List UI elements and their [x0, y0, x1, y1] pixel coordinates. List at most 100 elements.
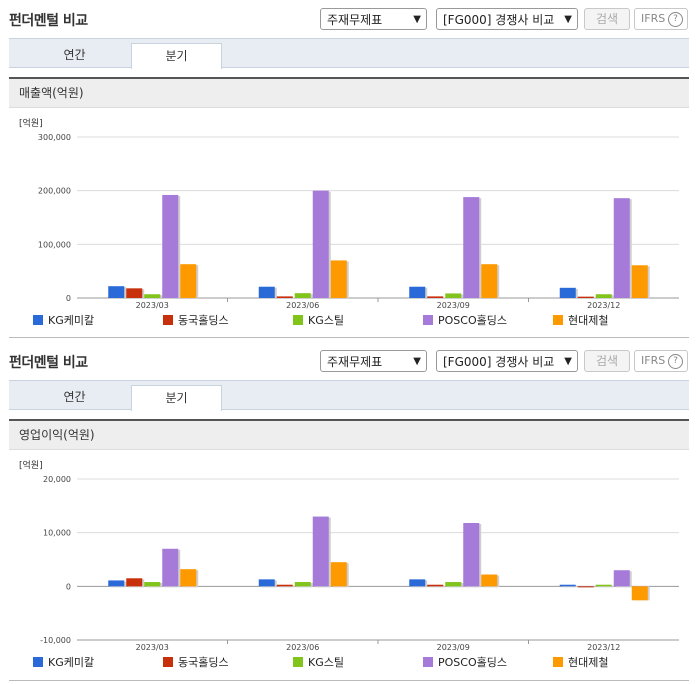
- y-tick-label: 200,000: [38, 187, 71, 196]
- section-title: 펀더멘털 비교: [9, 13, 88, 29]
- chart-title: 영업이익(억원): [9, 421, 689, 450]
- period-tabs: 연간 분기: [9, 38, 689, 69]
- bar-series-3-2023/03: [162, 548, 179, 587]
- y-tick-label: -10,000: [40, 636, 71, 645]
- comparison-group-value: [FG000] 경쟁사 비교: [443, 13, 555, 27]
- bar-shadow: [278, 585, 295, 588]
- bar-series-4-2023/09: [481, 264, 498, 298]
- legend-item[interactable]: KG케미칼: [33, 655, 94, 671]
- statement-type-select[interactable]: 주재무제표 ▼: [320, 8, 427, 30]
- bar-shadow: [278, 297, 295, 299]
- legend-swatch: [553, 657, 563, 667]
- bar-series-4-2023/03: [180, 264, 197, 298]
- help-icon[interactable]: ?: [668, 12, 683, 27]
- comparison-group-value: [FG000] 경쟁사 비교: [443, 355, 555, 369]
- legend-label: KG스틸: [308, 656, 344, 669]
- bar-series-3-2023/03: [162, 194, 179, 298]
- legend-label: 동국홀딩스: [178, 314, 229, 327]
- help-icon[interactable]: ?: [668, 354, 683, 369]
- section-header: 펀더멘털 비교 주재무제표 ▼ [FG000] 경쟁사 비교 ▼ 검색 IFRS…: [0, 342, 696, 374]
- bar-series-1-2023/06: [276, 296, 293, 298]
- bar-shadow: [429, 585, 446, 588]
- y-unit-label: [억원]: [19, 459, 43, 471]
- bar-series-3-2023/09: [463, 197, 480, 298]
- legend-label: POSCO홀딩스: [438, 314, 507, 327]
- chevron-down-icon: ▼: [413, 356, 421, 367]
- x-tick-label: 2023/09: [437, 301, 470, 309]
- legend-swatch: [553, 315, 563, 325]
- operating-income-bar-chart: [억원] -10,000 0 10,000 20,000 2023/03 2023/06 20…: [19, 459, 679, 651]
- bar-series-3-2023/09: [463, 523, 480, 587]
- bar-series-2-2023/03: [144, 582, 161, 587]
- bar-series-3-2023/06: [312, 516, 329, 587]
- bar-series-4-2023/06: [330, 260, 347, 298]
- ifrs-button[interactable]: IFRS ?: [634, 350, 688, 372]
- legend-swatch: [33, 315, 43, 325]
- legend-item[interactable]: 현대제철: [553, 655, 608, 671]
- y-unit-label: [억원]: [19, 117, 43, 129]
- legend-label: KG스틸: [308, 314, 344, 327]
- comparison-group-select[interactable]: [FG000] 경쟁사 비교 ▼: [436, 8, 578, 30]
- legend-item[interactable]: POSCO홀딩스: [423, 313, 507, 329]
- ifrs-button[interactable]: IFRS ?: [634, 8, 688, 30]
- bar-series-2-2023/09: [445, 293, 462, 298]
- bar-series-1-2023/12: [577, 296, 594, 298]
- section-header: 펀더멘털 비교 주재무제표 ▼ [FG000] 경쟁사 비교 ▼ 검색 IFRS…: [0, 0, 696, 32]
- bar-series-4-2023/06: [330, 562, 347, 587]
- bar-series-1-2023/09: [427, 584, 444, 587]
- bar-series-0-2023/03: [108, 580, 125, 587]
- divider: [9, 680, 689, 681]
- chart-panel: 영업이익(억원) [억원] -10,000 0 10,000 20,000 2023/03…: [9, 419, 689, 679]
- bar-series-2-2023/12: [595, 294, 612, 298]
- statement-type-select[interactable]: 주재무제표 ▼: [320, 350, 427, 372]
- x-tick-label: 2023/06: [286, 301, 319, 309]
- statement-type-value: 주재무제표: [327, 13, 383, 27]
- ifrs-label: IFRS: [641, 354, 666, 367]
- y-tick-label: 0: [66, 294, 71, 303]
- bar-series-1-2023/06: [276, 584, 293, 587]
- legend-item[interactable]: KG스틸: [293, 655, 344, 671]
- fundamental-section-sales: 펀더멘털 비교 주재무제표 ▼ [FG000] 경쟁사 비교 ▼ 검색 IFRS…: [0, 0, 696, 340]
- y-tick-label: 0: [66, 582, 71, 591]
- legend-item[interactable]: KG케미칼: [33, 313, 94, 329]
- bar-series-3-2023/12: [613, 198, 630, 298]
- legend-item[interactable]: POSCO홀딩스: [423, 655, 507, 671]
- bar-series-4-2023/03: [180, 569, 197, 587]
- legend-swatch: [423, 315, 433, 325]
- legend-item[interactable]: 동국홀딩스: [163, 313, 229, 329]
- chart-legend: KG케미칼 동국홀딩스 KG스틸 POSCO홀딩스 현대제철: [9, 655, 689, 675]
- legend-item[interactable]: KG스틸: [293, 313, 344, 329]
- bar-series-1-2023/12: [577, 586, 594, 588]
- tab-annual[interactable]: 연간: [63, 48, 86, 62]
- bar-series-2-2023/06: [294, 582, 311, 587]
- tab-quarterly[interactable]: 분기: [131, 385, 222, 411]
- tab-annual[interactable]: 연간: [63, 390, 86, 404]
- y-tick-label: 300,000: [38, 133, 71, 142]
- chart-legend: KG케미칼 동국홀딩스 KG스틸 POSCO홀딩스 현대제철: [9, 313, 689, 333]
- x-tick-label: 2023/03: [136, 301, 169, 309]
- y-tick-label: 20,000: [43, 475, 71, 484]
- comparison-group-select[interactable]: [FG000] 경쟁사 비교 ▼: [436, 350, 578, 372]
- bar-series-3-2023/06: [312, 190, 329, 298]
- legend-item[interactable]: 동국홀딩스: [163, 655, 229, 671]
- period-tabs: 연간 분기: [9, 380, 689, 411]
- search-button[interactable]: 검색: [584, 350, 630, 372]
- bar-series-1-2023/09: [427, 296, 444, 298]
- sales-bar-chart: [억원] 0 100,000 200,000 300,000 2023/03 2023/06…: [19, 117, 679, 309]
- chevron-down-icon: ▼: [413, 14, 421, 25]
- bar-series-2-2023/03: [144, 294, 161, 298]
- legend-item[interactable]: 현대제철: [553, 313, 608, 329]
- bar-series-4-2023/09: [481, 574, 498, 587]
- x-tick-label: 2023/09: [437, 643, 470, 651]
- search-button[interactable]: 검색: [584, 8, 630, 30]
- legend-swatch: [293, 657, 303, 667]
- x-tick-label: 2023/12: [587, 643, 620, 651]
- divider: [9, 337, 689, 338]
- bar-series-4-2023/12: [631, 265, 648, 298]
- tab-quarterly[interactable]: 분기: [131, 43, 222, 69]
- x-tick-label: 2023/12: [587, 301, 620, 309]
- legend-swatch: [423, 657, 433, 667]
- bar-shadow: [561, 585, 578, 588]
- legend-swatch: [33, 657, 43, 667]
- x-tick-label: 2023/06: [286, 643, 319, 651]
